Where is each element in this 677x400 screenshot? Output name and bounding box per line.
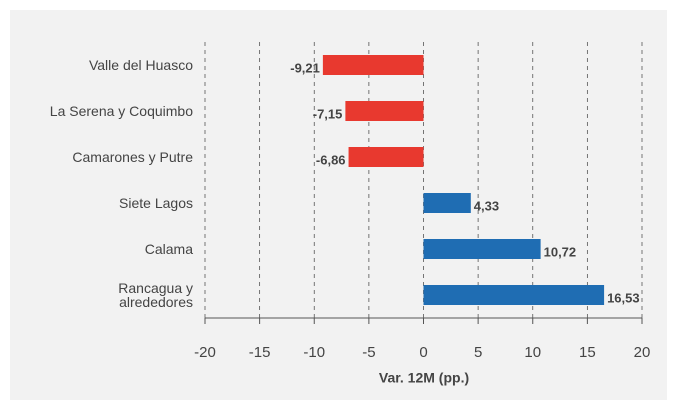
y-tick-label: Calama [144,241,193,257]
x-tick-label: 15 [579,344,596,361]
x-tick-label: 0 [419,344,427,361]
x-tick-label: 5 [474,344,482,361]
y-tick-label: Camarones y Putre [72,149,193,165]
x-axis-label: Var. 12M (pp.) [379,370,469,386]
y-tick-label: Rancagua y alrededores [118,280,193,310]
bar [423,239,541,259]
value-label: 4,33 [474,198,499,213]
x-tick-label: 20 [634,344,651,361]
x-tick-label: -5 [362,344,375,361]
bar [322,55,424,75]
value-label: 16,53 [607,290,640,305]
bar [423,285,605,305]
x-tick-label: -20 [194,344,216,361]
y-tick-label: La Serena y Coquimbo [49,103,193,119]
x-tick-label: -10 [303,344,325,361]
value-label: -6,86 [316,152,346,167]
y-tick-label: Valle del Huasco [88,57,193,73]
bar [423,193,471,213]
value-label: -7,15 [313,106,343,121]
value-label: 10,72 [544,244,577,259]
x-tick-label: 10 [524,344,541,361]
bar [345,101,424,121]
y-tick-label: Siete Lagos [119,195,193,211]
bar [348,147,424,167]
x-tick-label: -15 [249,344,271,361]
value-label: -9,21 [290,60,320,75]
